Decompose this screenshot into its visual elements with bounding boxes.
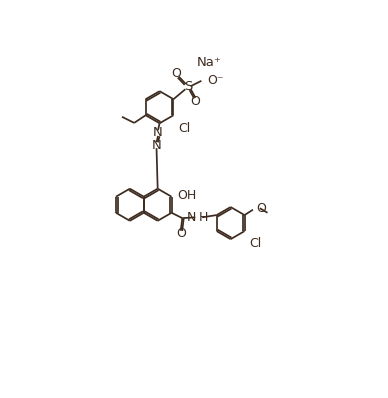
Text: N: N xyxy=(187,211,196,224)
Text: S: S xyxy=(184,80,192,94)
Text: O: O xyxy=(190,95,200,108)
Text: Cl: Cl xyxy=(249,237,262,250)
Text: N: N xyxy=(152,139,161,152)
Text: Cl: Cl xyxy=(178,122,191,135)
Text: H: H xyxy=(199,211,208,224)
Text: O: O xyxy=(176,227,186,240)
Text: N: N xyxy=(153,126,163,139)
Text: O⁻: O⁻ xyxy=(207,74,223,86)
Text: Na⁺: Na⁺ xyxy=(197,56,222,68)
Text: OH: OH xyxy=(177,189,197,202)
Text: O: O xyxy=(256,202,266,215)
Text: O: O xyxy=(171,67,182,80)
